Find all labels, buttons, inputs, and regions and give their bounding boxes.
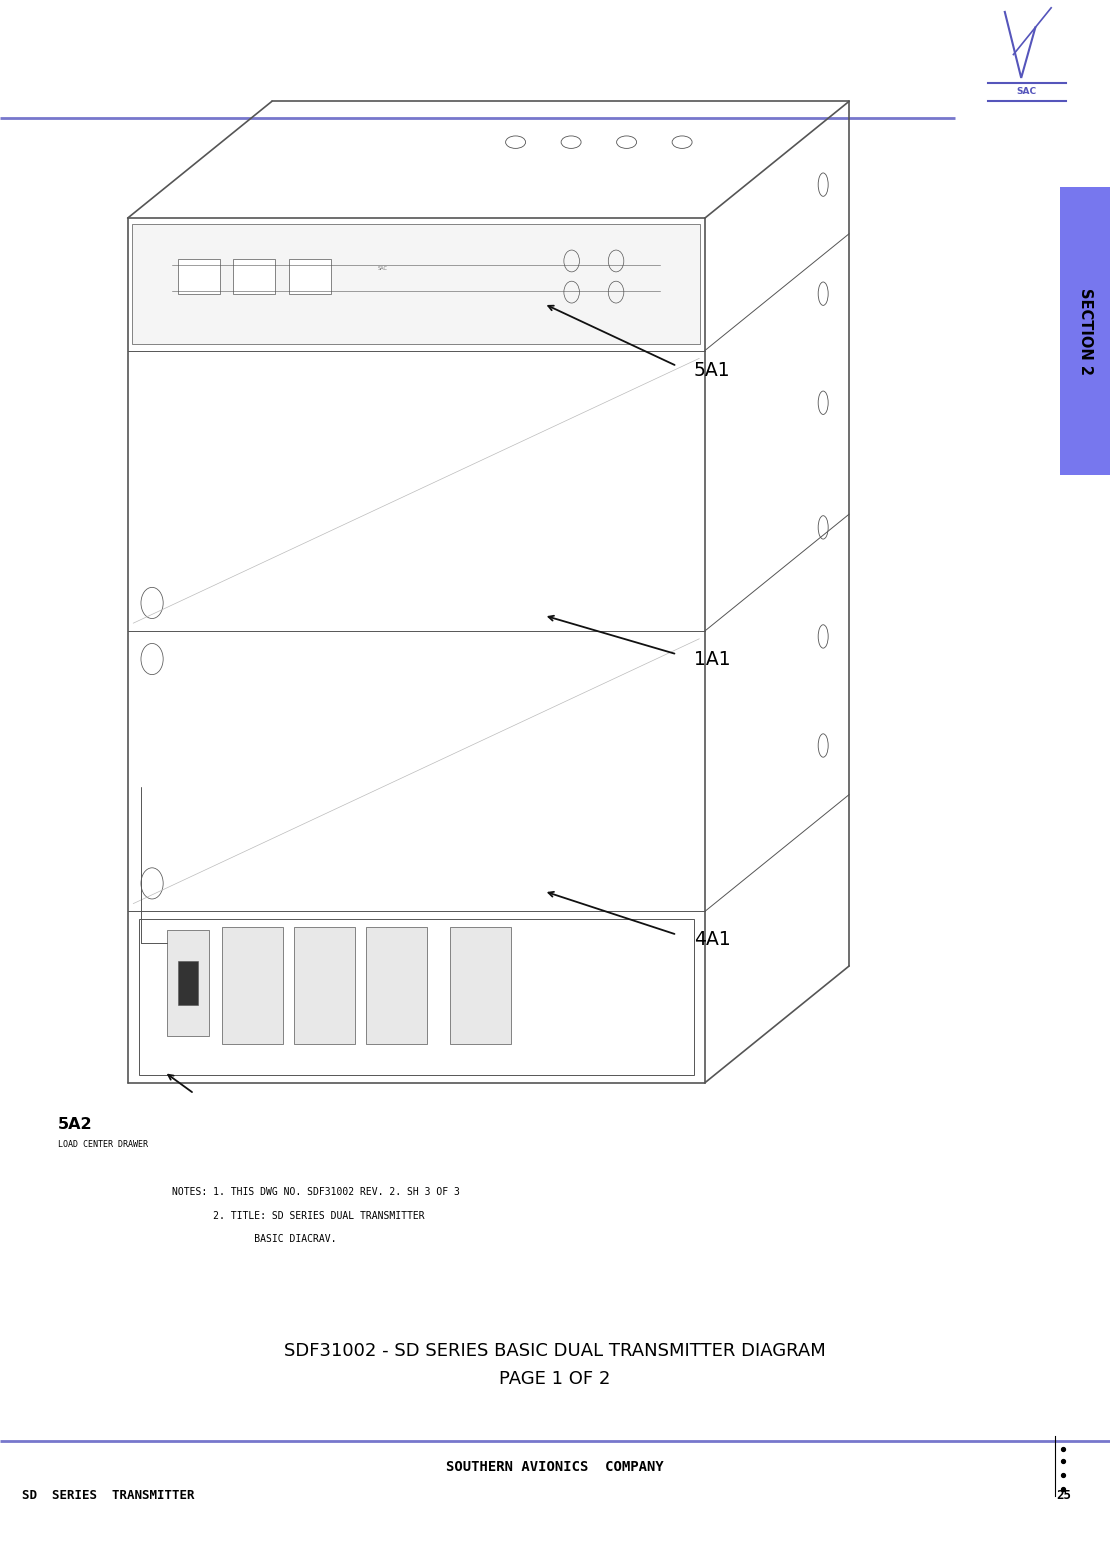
Bar	[178, 259, 220, 293]
Text: BASIC DIACRAV.: BASIC DIACRAV.	[172, 1234, 336, 1243]
Text: SAC: SAC	[1017, 87, 1037, 97]
Text: SDF31002 - SD SERIES BASIC DUAL TRANSMITTER DIAGRAM: SDF31002 - SD SERIES BASIC DUAL TRANSMIT…	[284, 1341, 826, 1360]
Text: 5A1: 5A1	[694, 361, 730, 380]
Text: 4A1: 4A1	[694, 930, 730, 949]
Bar	[450, 927, 511, 1044]
Bar	[222, 927, 283, 1044]
Text: SAC: SAC	[379, 266, 387, 271]
Text: 25: 25	[1056, 1489, 1071, 1502]
Text: 1A1: 1A1	[694, 650, 730, 668]
Bar	[1060, 187, 1110, 475]
Text: 2. TITLE: SD SERIES DUAL TRANSMITTER: 2. TITLE: SD SERIES DUAL TRANSMITTER	[172, 1211, 425, 1220]
Bar	[139, 919, 694, 1075]
Bar	[233, 259, 275, 293]
Bar	[289, 259, 331, 293]
Bar	[294, 927, 355, 1044]
Bar	[366, 927, 427, 1044]
Text: SD  SERIES  TRANSMITTER: SD SERIES TRANSMITTER	[22, 1489, 194, 1502]
Text: 5A2: 5A2	[58, 1117, 92, 1133]
Text: SOUTHERN AVIONICS  COMPANY: SOUTHERN AVIONICS COMPANY	[446, 1460, 664, 1474]
Text: SECTION 2: SECTION 2	[1078, 288, 1092, 374]
Bar	[132, 224, 700, 344]
Bar	[166, 930, 209, 1036]
Text: LOAD CENTER DRAWER: LOAD CENTER DRAWER	[58, 1140, 148, 1150]
Text: PAGE 1 OF 2: PAGE 1 OF 2	[500, 1369, 610, 1388]
Bar	[178, 961, 198, 1005]
Text: NOTES: 1. THIS DWG NO. SDF31002 REV. 2. SH 3 OF 3: NOTES: 1. THIS DWG NO. SDF31002 REV. 2. …	[172, 1187, 460, 1197]
